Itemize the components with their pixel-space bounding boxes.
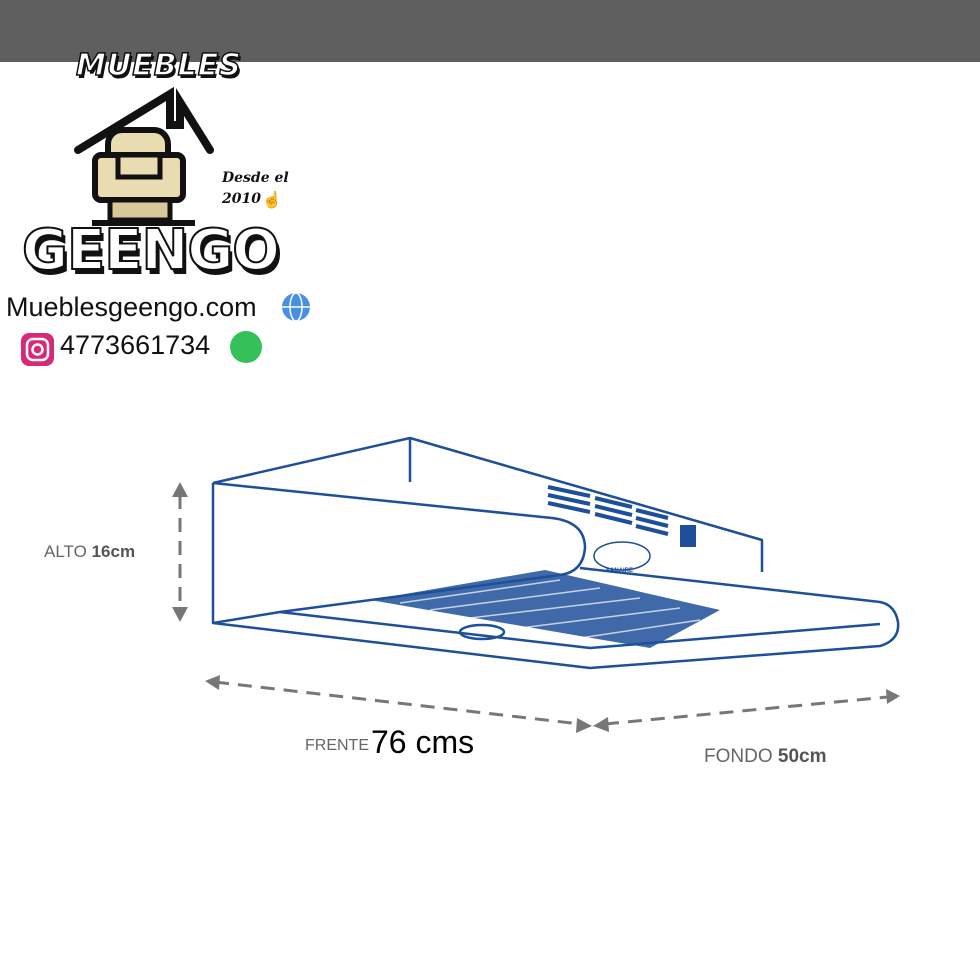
hood-outline: [211, 436, 900, 670]
since-year: 2010: [222, 191, 261, 207]
logo-graphics: ☝: [21, 86, 310, 366]
brand-top-text: MUEBLES: [75, 47, 242, 84]
armchair-icon: [92, 127, 195, 226]
vent-slots: [547, 485, 669, 536]
light-icon: [458, 623, 506, 641]
product-brand: SANAIRE: [606, 568, 634, 574]
height-dimension-label: ALTO 16cm: [44, 542, 135, 562]
phone-text: 4773661734: [60, 330, 211, 360]
height-value: 16cm: [91, 542, 136, 561]
brand-name: GEENGO: [21, 217, 281, 284]
depth-value: 50cm: [777, 746, 827, 767]
top-bar: [0, 0, 980, 62]
pointing-hand-icon: ☝: [262, 190, 282, 209]
depth-label: FONDO: [704, 746, 773, 767]
since-label: Desde el: [222, 170, 289, 186]
height-label: ALTO: [44, 542, 87, 561]
width-label: FRENTE: [305, 737, 369, 754]
control-panel-icon: [680, 525, 696, 547]
whatsapp-icon: [230, 331, 262, 363]
dimension-arrows: [172, 482, 900, 733]
brand-badge: [593, 541, 651, 571]
website-text: Mueblesgeengo.com: [6, 292, 257, 322]
since-text: Desde el 2010: [222, 168, 289, 210]
house-icon: [74, 86, 214, 154]
dimension-lines: [178, 495, 889, 726]
depth-dimension-label: FONDO 50cm: [704, 746, 827, 768]
width-value: 76 cms: [371, 724, 475, 760]
